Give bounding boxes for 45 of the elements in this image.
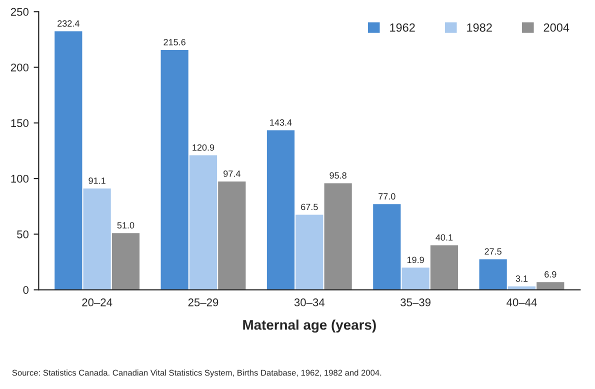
bar	[402, 268, 430, 290]
x-tick-label: 35–39	[400, 298, 430, 306]
bar	[112, 233, 140, 290]
data-label: 27.5	[484, 248, 502, 255]
data-label: 232.4	[58, 20, 80, 27]
legend-label: 1962	[390, 23, 415, 32]
bar	[536, 282, 564, 290]
data-label: 40.1	[436, 234, 453, 241]
x-tick-label: 40–44	[506, 298, 537, 306]
data-label: 19.9	[407, 256, 424, 264]
bar	[266, 130, 295, 290]
bar	[373, 204, 401, 290]
y-tick-label: 250	[10, 8, 29, 16]
data-label: 120.9	[192, 144, 214, 151]
data-label: 6.9	[544, 271, 556, 278]
bar	[296, 214, 324, 290]
x-tick-label: 20–24	[82, 298, 112, 306]
data-label: 143.4	[270, 119, 292, 126]
x-tick-label: 30–34	[294, 298, 325, 306]
y-tick-label: 100	[11, 174, 29, 183]
y-tick-label: 0	[23, 286, 29, 294]
bar	[54, 31, 82, 290]
x-tick-label: 25–29	[188, 298, 218, 306]
data-label: 77.0	[378, 193, 396, 200]
data-label: 51.0	[117, 222, 134, 229]
legend-label: 1982	[467, 23, 492, 32]
source-note: Source: Statistics Canada. Canadian Vital Statistics System, Births Database, 1962, 1982 and 2004.	[12, 370, 382, 378]
bar	[324, 183, 352, 290]
bar	[479, 259, 507, 290]
bar	[83, 188, 111, 290]
x-axis-title: Maternal age (years)	[243, 320, 376, 333]
data-label: 67.5	[301, 204, 318, 210]
bar	[160, 50, 188, 290]
bar	[189, 155, 218, 290]
y-tick-label: 200	[10, 64, 29, 72]
data-label: 95.8	[330, 172, 346, 179]
data-label: 215.6	[164, 38, 186, 46]
bar	[218, 181, 246, 290]
data-label: 3.1	[516, 275, 528, 282]
data-label: 91.1	[88, 178, 106, 184]
legend-label: 2004	[544, 23, 570, 32]
data-label: 97.4	[224, 170, 240, 177]
y-tick-label: 50	[17, 230, 29, 238]
bar	[430, 245, 458, 290]
y-tick-label: 150	[11, 119, 29, 128]
